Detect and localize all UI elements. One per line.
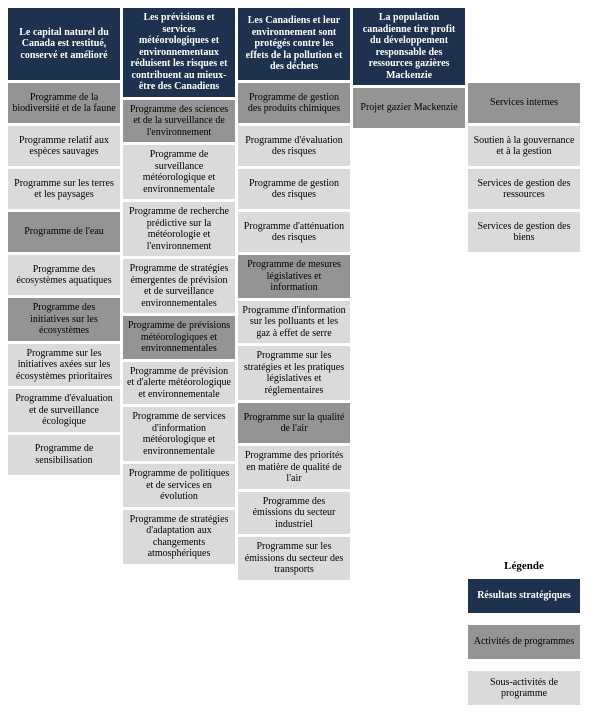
program-cell: Programme de prévision et d'alerte météo… [123,362,235,405]
program-cell: Programme de surveillance météorologique… [123,145,235,199]
program-cell: Programme des écosystèmes aquatiques [8,255,120,295]
program-cell: Programme des initiatives sur les écosys… [8,298,120,341]
program-cell: Programme de stratégies émergentes de pr… [123,259,235,313]
program-cell: Programme de gestion des produits chimiq… [238,83,350,123]
program-cell: Soutien à la gouvernance et à la gestion [468,126,580,166]
program-cell: Programme sur les stratégies et les prat… [238,346,350,400]
program-cell: Programme relatif aux espèces sauvages [8,126,120,166]
program-cell: Programme des priorités en matière de qu… [238,446,350,489]
program-cell: Programme de sensibilisation [8,435,120,475]
legend-item: Activités de programmes [468,625,580,659]
program-cell: Programme de l'eau [8,212,120,252]
program-cell: Projet gazier Mackenzie [353,88,465,128]
legend-item: Résultats stratégiques [468,579,580,613]
program-cell: Programme de prévisions météorologiques … [123,316,235,359]
legend-item: Sous-activités de programme [468,671,580,705]
column-5: Services internes Soutien à la gouvernan… [468,8,580,705]
program-cell: Programme sur les émissions du secteur d… [238,537,350,580]
program-cell: Programme de politiques et de services e… [123,464,235,507]
program-cell: Programme de recherche prédictive sur la… [123,202,235,256]
program-cell: Programme sur les initiatives axées sur … [8,344,120,387]
program-cell: Programme de stratégies d'adaptation aux… [123,510,235,564]
header-cell: Les Canadiens et leur environnement sont… [238,8,350,80]
legend-title: Légende [468,558,580,576]
program-cell: Services de gestion des biens [468,212,580,252]
program-cell: Programme de mesures législatives et inf… [238,255,350,298]
header-cell: Le capital naturel du Canada est restitu… [8,8,120,80]
program-cell: Programme sur la qualité de l'air [238,403,350,443]
column-1: Le capital naturel du Canada est restitu… [8,8,120,475]
program-grid: Le capital naturel du Canada est restitu… [8,8,587,705]
column-4: La population canadienne tire profit du … [353,8,465,128]
program-cell: Programme d'atténuation des risques [238,212,350,252]
header-cell: Les prévisions et services météorologiqu… [123,8,235,97]
program-cell: Programme de la biodiversité et de la fa… [8,83,120,123]
legend-gap [468,255,580,555]
program-cell: Programme d'évaluation et de surveillanc… [8,389,120,432]
header-cell: La population canadienne tire profit du … [353,8,465,85]
program-cell: Programme d'évaluation des risques [238,126,350,166]
program-cell: Programme d'information sur les polluant… [238,301,350,344]
program-cell: Programme des émissions du secteur indus… [238,492,350,535]
program-cell: Programme sur les terres et les paysages [8,169,120,209]
program-cell: Programme de gestion des risques [238,169,350,209]
blank-header [468,8,580,80]
program-cell: Programme des sciences et de la surveill… [123,100,235,143]
program-cell: Programme de services d'information mété… [123,407,235,461]
column-2: Les prévisions et services météorologiqu… [123,8,235,564]
program-cell: Services internes [468,83,580,123]
column-3: Les Canadiens et leur environnement sont… [238,8,350,580]
program-cell: Services de gestion des ressources [468,169,580,209]
